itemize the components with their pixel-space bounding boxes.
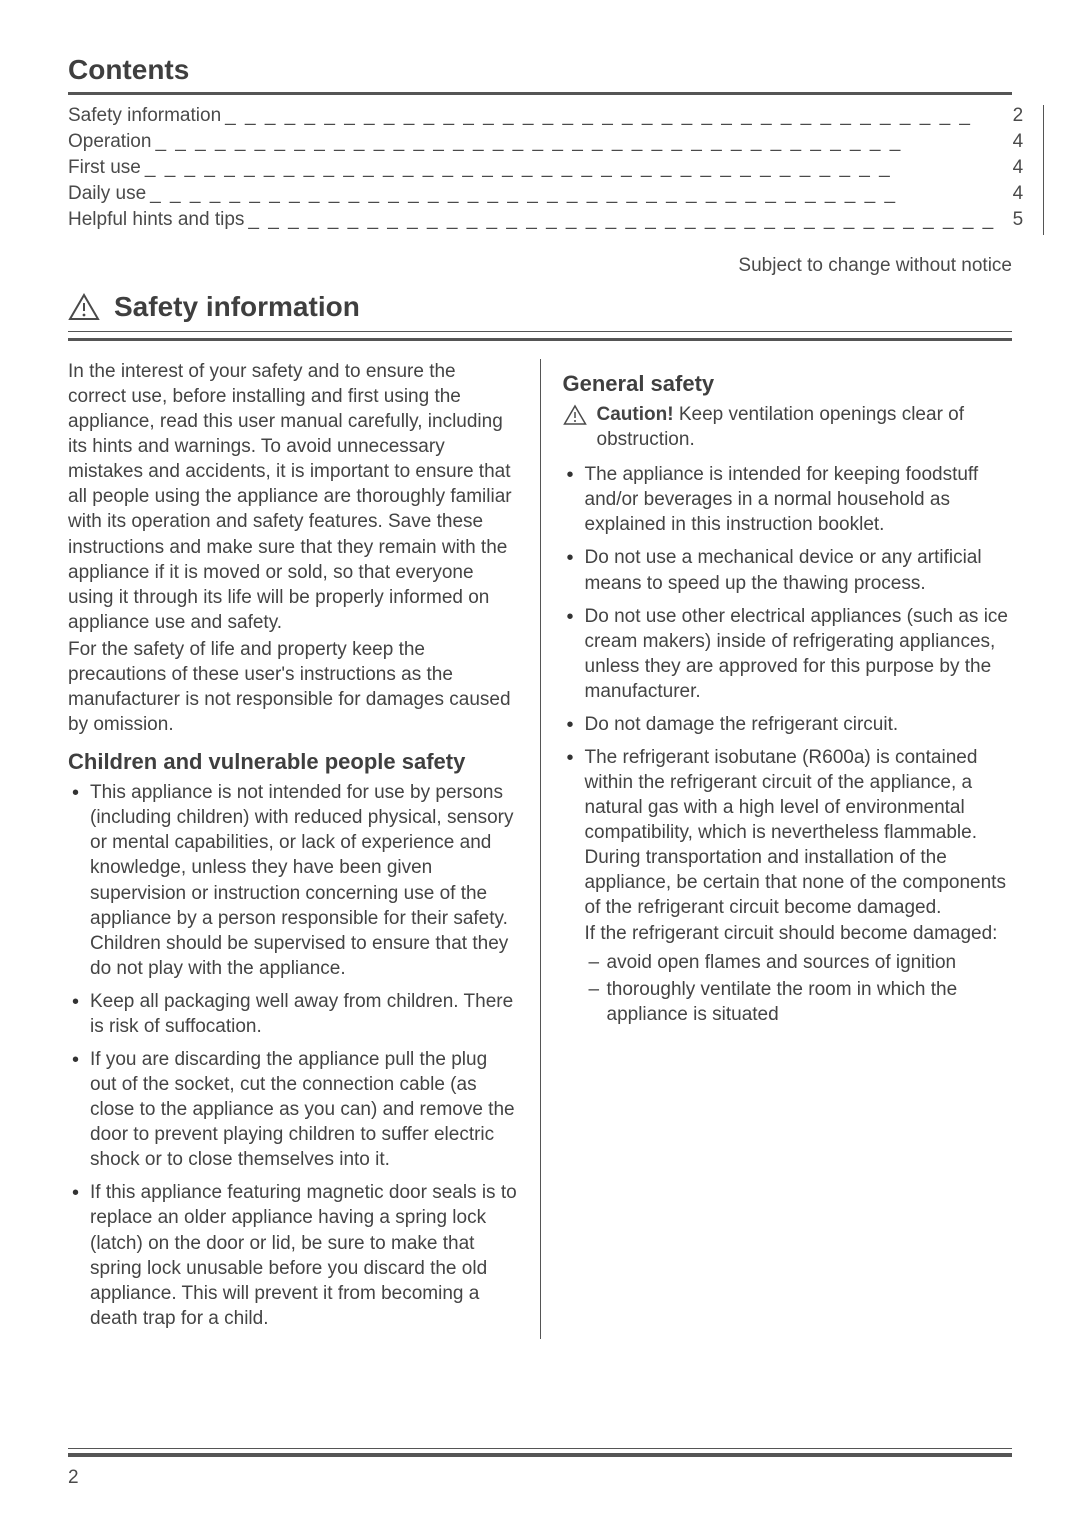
toc-col-left: Safety information _ _ _ _ _ _ _ _ _ _ _… <box>68 105 1044 235</box>
contents-rule <box>68 92 1012 95</box>
toc: Safety information _ _ _ _ _ _ _ _ _ _ _… <box>68 105 1012 235</box>
toc-label: Helpful hints and tips <box>68 209 244 231</box>
toc-dashes: _ _ _ _ _ _ _ _ _ _ _ _ _ _ _ _ _ _ _ _ … <box>151 131 999 153</box>
caution-label: Caution! <box>597 404 674 425</box>
list-item: If you are discarding the appliance pull… <box>68 1047 518 1172</box>
list-item: This appliance is not intended for use b… <box>68 780 518 981</box>
body-col-left: In the interest of your safety and to en… <box>68 359 541 1339</box>
body-col-right: General safety Caution! Keep ventilation… <box>541 359 1013 1339</box>
toc-page: 4 <box>999 131 1023 153</box>
list-item: The refrigerant isobutane (R600a) is con… <box>563 745 1013 1027</box>
toc-dashes: _ _ _ _ _ _ _ _ _ _ _ _ _ _ _ _ _ _ _ _ … <box>146 183 999 205</box>
caution-row: Caution! Keep ventilation openings clear… <box>563 402 1013 452</box>
toc-label: Daily use <box>68 183 146 205</box>
toc-page: 4 <box>999 183 1023 205</box>
warning-triangle-icon <box>563 404 587 426</box>
intro-paragraph: In the interest of your safety and to en… <box>68 359 518 635</box>
list-item: Do not damage the refrigerant circuit. <box>563 712 1013 737</box>
children-heading: Children and vulnerable people safety <box>68 747 518 776</box>
toc-row: Safety information _ _ _ _ _ _ _ _ _ _ _… <box>68 105 1023 127</box>
list-item: The appliance is intended for keeping fo… <box>563 462 1013 537</box>
intro-paragraph-2: For the safety of life and property keep… <box>68 637 518 737</box>
page-number: 2 <box>68 1467 79 1489</box>
toc-row: Operation _ _ _ _ _ _ _ _ _ _ _ _ _ _ _ … <box>68 131 1023 153</box>
refrigerant-p3: If the refrigerant circuit should become… <box>585 923 998 944</box>
list-item: If this appliance featuring magnetic doo… <box>68 1180 518 1330</box>
caution-text: Caution! Keep ventilation openings clear… <box>597 402 1013 452</box>
body-two-col: In the interest of your safety and to en… <box>68 359 1012 1339</box>
children-bullets: This appliance is not intended for use b… <box>68 780 518 1331</box>
refrigerant-dashes: avoid open flames and sources of ignitio… <box>585 950 1013 1027</box>
toc-page: 5 <box>999 209 1023 231</box>
toc-page: 4 <box>999 157 1023 179</box>
toc-label: First use <box>68 157 141 179</box>
list-item: Do not use other electrical appliances (… <box>563 604 1013 704</box>
toc-dashes: _ _ _ _ _ _ _ _ _ _ _ _ _ _ _ _ _ _ _ _ … <box>141 157 999 179</box>
list-item: thoroughly ventilate the room in which t… <box>585 977 1013 1027</box>
refrigerant-p1: The refrigerant isobutane (R600a) is con… <box>585 747 978 843</box>
safety-heading: Safety information <box>114 291 360 323</box>
contents-heading: Contents <box>68 54 1012 86</box>
list-item: avoid open flames and sources of ignitio… <box>585 950 1013 975</box>
section-rules <box>68 331 1012 341</box>
list-item: Keep all packaging well away from childr… <box>68 989 518 1039</box>
toc-page: 2 <box>999 105 1023 127</box>
toc-label: Operation <box>68 131 151 153</box>
subject-to-change: Subject to change without notice <box>68 255 1012 277</box>
toc-row: Daily use _ _ _ _ _ _ _ _ _ _ _ _ _ _ _ … <box>68 183 1023 205</box>
safety-section-head: Safety information <box>68 291 1012 323</box>
warning-triangle-icon <box>68 293 100 321</box>
toc-dashes: _ _ _ _ _ _ _ _ _ _ _ _ _ _ _ _ _ _ _ _ … <box>221 105 999 127</box>
toc-label: Safety information <box>68 105 221 127</box>
general-bullets: The appliance is intended for keeping fo… <box>563 462 1013 1027</box>
toc-row: Helpful hints and tips _ _ _ _ _ _ _ _ _… <box>68 209 1023 231</box>
refrigerant-p2: During transportation and installation o… <box>585 847 1006 918</box>
toc-dashes: _ _ _ _ _ _ _ _ _ _ _ _ _ _ _ _ _ _ _ _ … <box>244 209 999 231</box>
toc-row: First use _ _ _ _ _ _ _ _ _ _ _ _ _ _ _ … <box>68 157 1023 179</box>
list-item: Do not use a mechanical device or any ar… <box>563 545 1013 595</box>
footer-rule <box>68 1448 1012 1457</box>
general-heading: General safety <box>563 369 1013 398</box>
